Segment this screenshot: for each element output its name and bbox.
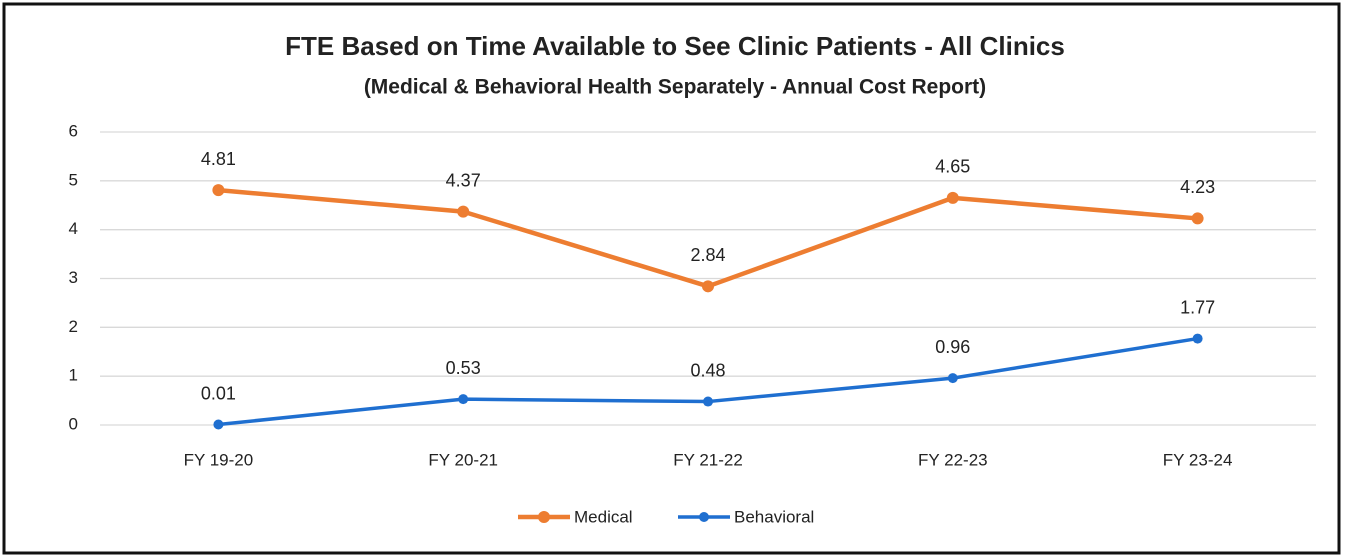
point-marker: [1191, 212, 1204, 225]
y-tick-label: 6: [69, 121, 78, 140]
point-marker: [213, 419, 224, 430]
chart-title: FTE Based on Time Available to See Clini…: [285, 31, 1065, 61]
x-tick-label: FY 22-23: [918, 450, 988, 469]
point-marker: [703, 396, 713, 407]
data-label: 2.84: [690, 245, 725, 265]
x-tick-label: FY 23-24: [1163, 450, 1233, 469]
data-label: 1.77: [1180, 297, 1215, 317]
point-marker: [702, 280, 714, 293]
y-tick-label: 4: [69, 219, 78, 238]
point-marker: [457, 205, 470, 218]
legend-label: Medical: [574, 507, 633, 526]
point-marker: [458, 394, 469, 405]
point-marker: [212, 184, 225, 197]
data-label: 4.65: [935, 157, 970, 177]
data-label: 0.96: [935, 337, 970, 357]
y-tick-label: 1: [69, 366, 78, 385]
point-marker: [947, 373, 958, 384]
legend-label: Behavioral: [734, 507, 814, 526]
data-label: 4.81: [201, 149, 236, 169]
y-tick-label: 3: [69, 268, 78, 287]
y-tick-label: 5: [69, 170, 78, 189]
legend-marker: [538, 511, 550, 523]
x-tick-label: FY 20-21: [428, 450, 498, 469]
point-marker: [946, 191, 959, 204]
legend-marker: [699, 512, 709, 522]
chart-subtitle: (Medical & Behavioral Health Separately …: [364, 76, 986, 99]
data-label: 0.48: [690, 360, 725, 380]
point-marker: [1192, 333, 1203, 344]
data-label: 0.53: [446, 358, 481, 378]
x-tick-label: FY 19-20: [184, 450, 254, 469]
data-label: 4.23: [1180, 177, 1215, 197]
y-tick-label: 0: [69, 414, 78, 433]
data-label: 0.01: [201, 383, 236, 403]
x-tick-label: FY 21-22: [673, 450, 743, 469]
data-label: 4.37: [446, 170, 481, 190]
y-tick-label: 2: [69, 317, 78, 336]
